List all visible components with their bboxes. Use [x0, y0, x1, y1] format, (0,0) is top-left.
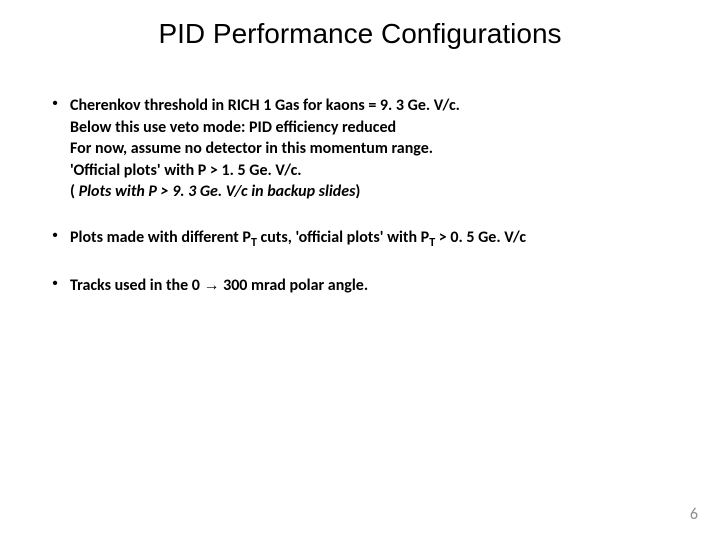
bullet-marker: • [40, 95, 70, 203]
bullet-1-line-4: 'Official plots' with P > 1. 5 Ge. V/c. [70, 160, 680, 182]
slide-title: PID Performance Configurations [0, 18, 720, 50]
bullet-1-line-1: Cherenkov threshold in RICH 1 Gas for ka… [70, 95, 680, 117]
bullet-1-line-3: For now, assume no detector in this mome… [70, 138, 680, 160]
bullet-3-lines: Tracks used in the 0 → 300 mrad polar an… [70, 275, 680, 297]
bullet-1-line-2: Below this use veto mode: PID efficiency… [70, 117, 680, 139]
bullet-1-line-5: ( Plots with P > 9. 3 Ge. V/c in backup … [70, 181, 680, 203]
bullet-1: • Cherenkov threshold in RICH 1 Gas for … [40, 95, 680, 203]
bullet-marker: • [40, 227, 70, 251]
bullet-2-lines: Plots made with different PT cuts, 'offi… [70, 227, 680, 251]
bullet-3-line-1: Tracks used in the 0 → 300 mrad polar an… [70, 275, 680, 297]
bullet-marker: • [40, 275, 70, 297]
bullet-1-lines: Cherenkov threshold in RICH 1 Gas for ka… [70, 95, 680, 203]
slide-content: • Cherenkov threshold in RICH 1 Gas for … [40, 95, 680, 321]
bullet-2: • Plots made with different PT cuts, 'of… [40, 227, 680, 251]
page-number: 6 [690, 505, 698, 524]
bullet-3: • Tracks used in the 0 → 300 mrad polar … [40, 275, 680, 297]
bullet-2-line-1: Plots made with different PT cuts, 'offi… [70, 227, 680, 251]
